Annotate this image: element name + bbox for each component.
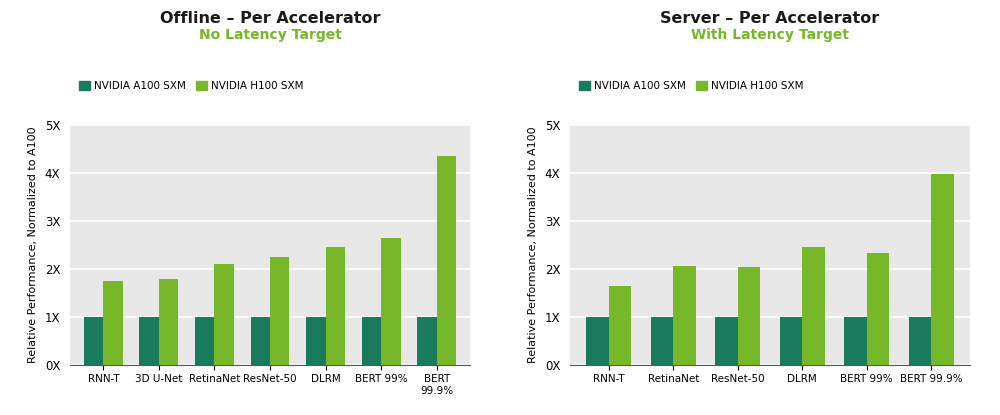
Y-axis label: Relative Performance, Normalized to A100: Relative Performance, Normalized to A100: [28, 127, 38, 363]
Text: Server – Per Accelerator: Server – Per Accelerator: [660, 11, 880, 26]
Bar: [780, 317, 802, 365]
Bar: [270, 257, 289, 365]
Bar: [651, 317, 673, 365]
Bar: [84, 317, 103, 365]
Legend: NVIDIA A100 SXM, NVIDIA H100 SXM: NVIDIA A100 SXM, NVIDIA H100 SXM: [75, 77, 308, 95]
Bar: [609, 286, 631, 365]
Bar: [306, 317, 326, 365]
Text: Offline – Per Accelerator: Offline – Per Accelerator: [160, 11, 380, 26]
Text: No Latency Target: No Latency Target: [199, 28, 341, 42]
Bar: [381, 238, 401, 365]
Bar: [417, 317, 437, 365]
Bar: [867, 253, 889, 365]
Bar: [738, 268, 760, 365]
Bar: [251, 317, 270, 365]
Bar: [715, 317, 738, 365]
Bar: [437, 156, 456, 365]
Bar: [802, 247, 825, 365]
Bar: [139, 317, 159, 365]
Bar: [586, 317, 609, 365]
Bar: [326, 247, 345, 365]
Bar: [673, 266, 696, 365]
Bar: [362, 317, 381, 365]
Text: With Latency Target: With Latency Target: [691, 28, 849, 42]
Bar: [159, 278, 178, 365]
Y-axis label: Relative Performance, Normalized to A100: Relative Performance, Normalized to A100: [528, 127, 538, 363]
Bar: [909, 317, 931, 365]
Bar: [103, 281, 123, 365]
Bar: [844, 317, 867, 365]
Bar: [214, 264, 234, 365]
Bar: [195, 317, 214, 365]
Legend: NVIDIA A100 SXM, NVIDIA H100 SXM: NVIDIA A100 SXM, NVIDIA H100 SXM: [575, 77, 808, 95]
Bar: [931, 174, 954, 365]
